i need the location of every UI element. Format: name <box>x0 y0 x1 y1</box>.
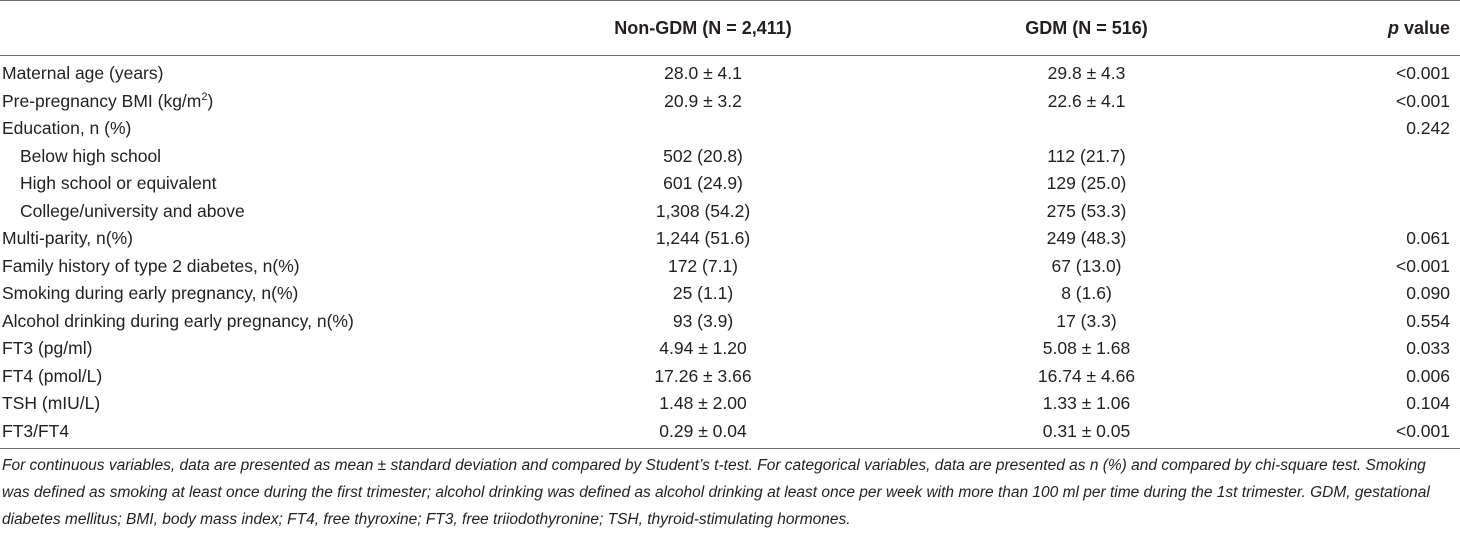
table-row: Family history of type 2 diabetes, n(%) 1… <box>0 253 1460 281</box>
cell-gdm: 112 (21.7) <box>1047 145 1126 166</box>
header-p-value: p value <box>1270 1 1460 56</box>
cell-gdm: 22.6 ± 4.1 <box>1047 90 1126 111</box>
row-label-text: Education, n (%) <box>2 118 132 138</box>
row-label: Multi-parity, n(%) <box>0 225 503 253</box>
cell-p-value: 0.104 <box>1406 393 1450 413</box>
cell-non-gdm: 93 (3.9) <box>672 310 734 331</box>
cell-gdm: 1.33 ± 1.06 <box>1042 393 1131 413</box>
cell-non-gdm: 1,308 (54.2) <box>655 200 751 221</box>
row-label-superscript: 2 <box>201 90 208 103</box>
table-row: Multi-parity, n(%) 1,244 (51.6) 249 (48.3)… <box>0 225 1460 253</box>
table-row: FT3 (pg/ml) 4.94 ± 1.20 5.08 ± 1.68 0.033 <box>0 335 1460 363</box>
row-label: Smoking during early pregnancy, n(%) <box>0 280 503 308</box>
table-row: TSH (mIU/L) 1.48 ± 2.00 1.33 ± 1.06 0.104 <box>0 390 1460 418</box>
cell-non-gdm: 17.26 ± 3.66 <box>654 365 752 386</box>
cell-non-gdm: 20.9 ± 3.2 <box>664 90 742 111</box>
table-row: Maternal age (years) 28.0 ± 4.1 29.8 ± 4.3… <box>0 56 1460 88</box>
row-label: College/university and above <box>0 198 503 226</box>
cell-p-value: <0.001 <box>1395 63 1450 83</box>
cell-non-gdm: 1.48 ± 2.00 <box>659 393 747 413</box>
row-label: Family history of type 2 diabetes, n(%) <box>0 253 503 281</box>
cell-gdm: 16.74 ± 4.66 <box>1037 365 1136 386</box>
row-label: FT3 (pg/ml) <box>0 335 503 363</box>
row-label: Maternal age (years) <box>0 56 503 88</box>
table-row: High school or equivalent 601 (24.9) 129 (… <box>0 170 1460 198</box>
row-label-text: Alcohol drinking during early pregnancy,… <box>2 310 354 331</box>
characteristics-table: Non-GDM (N = 2,411) GDM (N = 516) p valu… <box>0 0 1460 449</box>
row-label-text: FT3 (pg/ml) <box>2 338 93 358</box>
cell-gdm: 29.8 ± 4.3 <box>1047 63 1126 83</box>
cell-non-gdm: 25 (1.1) <box>672 283 734 303</box>
cell-gdm: 0.31 ± 0.05 <box>903 417 1270 449</box>
cell-gdm: 275 (53.3) <box>1046 200 1127 221</box>
cell-p-value: 0.554 <box>1406 310 1450 331</box>
table-row: Pre-pregnancy BMI (kg/m2) 20.9 ± 3.2 22.6 … <box>0 88 1460 116</box>
cell-non-gdm <box>503 115 903 143</box>
row-label-text: FT4 (pmol/L) <box>2 365 103 386</box>
cell-gdm: 8 (1.6) <box>1061 283 1112 303</box>
cell-gdm: 129 (25.0) <box>1046 173 1127 193</box>
header-non-gdm: Non-GDM (N = 2,411) <box>503 1 903 56</box>
cell-p-value: 0.006 <box>1406 365 1450 386</box>
row-label: Pre-pregnancy BMI (kg/m2) <box>0 88 503 116</box>
row-label: FT3/FT4 <box>0 417 503 449</box>
row-label-text: High school or equivalent <box>20 173 217 193</box>
row-label-text: Below high school <box>20 145 162 166</box>
row-label-text: Maternal age (years) <box>2 63 164 83</box>
cell-non-gdm: 4.94 ± 1.20 <box>659 338 747 358</box>
header-gdm: GDM (N = 516) <box>903 1 1270 56</box>
row-label: Alcohol drinking during early pregnancy,… <box>0 308 503 336</box>
cell-non-gdm: 601 (24.9) <box>663 173 743 193</box>
cell-p-value: 0.033 <box>1406 338 1450 358</box>
cell-p-value: <0.001 <box>1395 255 1450 276</box>
row-label-text: Smoking during early pregnancy, n(%) <box>2 283 299 303</box>
cell-gdm: 67 (13.0) <box>1051 255 1122 276</box>
row-label-text: FT3/FT4 <box>2 420 70 441</box>
cell-non-gdm: 0.29 ± 0.04 <box>503 417 903 449</box>
cell-p-value: 0.242 <box>1406 118 1450 138</box>
cell-p-value <box>1270 170 1460 198</box>
header-p-rest: value <box>1398 17 1450 38</box>
header-row: Non-GDM (N = 2,411) GDM (N = 516) p valu… <box>0 1 1460 56</box>
cell-p-value: 0.061 <box>1406 228 1450 248</box>
cell-p-value: <0.001 <box>1395 90 1450 111</box>
row-label-text: Family history of type 2 diabetes, n(%) <box>2 255 300 276</box>
cell-gdm: 17 (3.3) <box>1056 310 1117 331</box>
row-label-text: TSH (mIU/L) <box>2 393 101 413</box>
cell-non-gdm: 502 (20.8) <box>663 145 743 166</box>
row-label: Education, n (%) <box>0 115 503 143</box>
cell-non-gdm: 1,244 (51.6) <box>655 228 751 248</box>
row-label-text: College/university and above <box>20 200 245 221</box>
cell-non-gdm: 28.0 ± 4.1 <box>664 63 742 83</box>
table-body: Maternal age (years) 28.0 ± 4.1 29.8 ± 4.3… <box>0 56 1460 449</box>
row-label: High school or equivalent <box>0 170 503 198</box>
table-row: College/university and above 1,308 (54.2)… <box>0 198 1460 226</box>
cell-p-value <box>1270 198 1460 226</box>
table-row: FT3/FT4 0.29 ± 0.04 0.31 ± 0.05 <0.001 <box>0 417 1460 449</box>
cell-p-value: <0.001 <box>1270 417 1460 449</box>
table-header: Non-GDM (N = 2,411) GDM (N = 516) p valu… <box>0 0 1460 56</box>
row-label-text: Pre-pregnancy BMI (kg/m <box>2 90 202 111</box>
cell-gdm: 5.08 ± 1.68 <box>1042 338 1131 358</box>
cell-p-value: 0.090 <box>1406 283 1450 303</box>
cell-gdm: 249 (48.3) <box>1046 228 1127 248</box>
cell-p-value <box>1270 143 1460 171</box>
table-row: Below high school 502 (20.8) 112 (21.7) <box>0 143 1460 171</box>
header-variable <box>0 1 503 56</box>
cell-non-gdm: 172 (7.1) <box>667 255 739 276</box>
row-label-text: Multi-parity, n(%) <box>2 228 133 248</box>
row-label: Below high school <box>0 143 503 171</box>
row-label-suffix: ) <box>207 90 214 111</box>
table-row: Education, n (%) 0.242 <box>0 115 1460 143</box>
table-footnote: For continuous variables, data are prese… <box>2 457 1430 528</box>
table-row: Alcohol drinking during early pregnancy,… <box>0 308 1460 336</box>
table-row: Smoking during early pregnancy, n(%) 25 (… <box>0 280 1460 308</box>
row-label: TSH (mIU/L) <box>0 390 503 418</box>
table-row: FT4 (pmol/L) 17.26 ± 3.66 16.74 ± 4.66 0.00… <box>0 363 1460 391</box>
header-p-italic: p <box>1387 17 1399 38</box>
cell-gdm <box>903 115 1270 143</box>
row-label: FT4 (pmol/L) <box>0 363 503 391</box>
